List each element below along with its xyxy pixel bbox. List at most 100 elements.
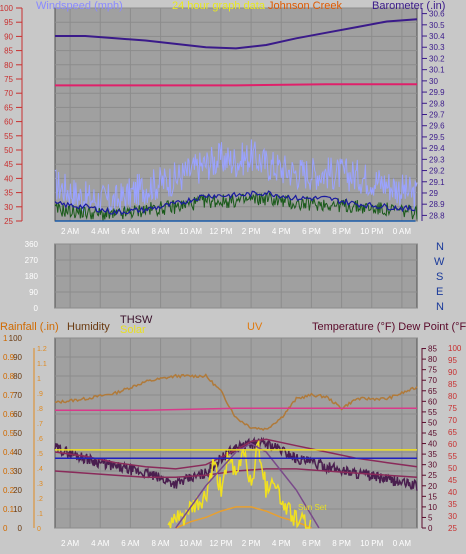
panel1-series-line-0 [55, 18, 418, 50]
panel3-time-tick-label: 2 AM [61, 539, 80, 548]
temperature-tick-label: 35 [428, 450, 437, 459]
panel3-ticks: 010203040506070809010000.10.20.30.40.50.… [3, 334, 462, 548]
station-name: Johnson Creek [268, 0, 342, 12]
panel1-time-tick-label: 2 PM [242, 227, 261, 236]
uv-label: UV [247, 321, 263, 333]
humidity-tick-label: 10 [13, 505, 22, 514]
uv-tick-label: .4 [37, 466, 43, 473]
panel1-time-tick-label: 4 PM [272, 227, 291, 236]
windspeed-tick-label: 65 [4, 103, 13, 112]
dewpoint-tick-label: 65 [448, 428, 457, 437]
direction-tick-label: 270 [25, 256, 39, 265]
dewpoint-tick-label: 90 [448, 368, 457, 377]
compass-label-n-top: N [436, 241, 444, 253]
panel1-time-tick-label: 4 AM [91, 227, 110, 236]
direction-tick-label: 90 [29, 288, 38, 297]
panel1-series-line-4 [54, 190, 416, 216]
panel1-series-line-3 [54, 192, 418, 221]
direction-tick-label: 0 [34, 304, 39, 313]
dewpoint-tick-label: 80 [448, 392, 457, 401]
windspeed-tick-label: 75 [4, 75, 13, 84]
temperature-tick-label: 55 [428, 408, 437, 417]
windspeed-tick-label: 50 [4, 146, 13, 155]
temperature-tick-label: 25 [428, 471, 437, 480]
panel3-series [54, 373, 418, 529]
dewpoint-tick-label: 85 [448, 380, 457, 389]
temperature-dewpoint-label: Temperature (°F) Dew Point (°F) [312, 321, 466, 333]
panel3-grid [55, 337, 417, 529]
panel3-time-tick-label: 10 PM [360, 539, 383, 548]
windspeed-tick-label: 70 [4, 89, 13, 98]
rainfall-tick-label: 0.6 [3, 410, 15, 419]
panel3-series-line-7 [175, 442, 320, 529]
humidity-tick-label: 90 [13, 353, 22, 362]
windspeed-tick-label: 60 [4, 118, 13, 127]
temperature-tick-label: 10 [428, 503, 437, 512]
uv-tick-label: .2 [37, 496, 43, 503]
barometer-tick-label: 28.8 [429, 211, 445, 220]
compass-label-n-bottom: N [436, 301, 444, 313]
windspeed-axis-label: Windspeed (mph) [36, 0, 123, 12]
barometer-axis-label: Barometer (.in) [372, 0, 445, 12]
rainfall-tick-label: 0.8 [3, 372, 15, 381]
rainfall-tick-label: 0.2 [3, 486, 15, 495]
uv-tick-label: .5 [37, 451, 43, 458]
panel1-time-tick-label: 10 PM [360, 227, 383, 236]
dewpoint-tick-label: 60 [448, 440, 457, 449]
uv-tick-label: .8 [37, 406, 43, 413]
dewpoint-tick-label: 95 [448, 356, 457, 365]
uv-tick-label: .6 [37, 436, 43, 443]
humidity-tick-label: 80 [13, 372, 22, 381]
direction-tick-label: 360 [25, 240, 39, 249]
temperature-tick-label: 0 [428, 524, 433, 533]
temperature-tick-label: 80 [428, 355, 437, 364]
uv-tick-label: 1.1 [37, 361, 47, 368]
windspeed-tick-label: 100 [0, 4, 14, 13]
rainfall-tick-label: 1 [3, 334, 8, 343]
barometer-tick-label: 29.3 [429, 155, 445, 164]
temperature-tick-label: 20 [428, 482, 437, 491]
dewpoint-tick-label: 40 [448, 488, 457, 497]
temperature-tick-label: 75 [428, 366, 437, 375]
dewpoint-tick-label: 30 [448, 512, 457, 521]
panel1-time-tick-label: 6 AM [121, 227, 140, 236]
rainfall-tick-label: 0.7 [3, 391, 15, 400]
panel3-time-tick-label: 10 AM [179, 539, 202, 548]
panel1-time-tick-label: 2 AM [61, 227, 80, 236]
panel3-time-tick-label: 4 PM [272, 539, 291, 548]
uv-tick-label: .9 [37, 391, 43, 398]
temperature-tick-label: 50 [428, 418, 437, 427]
windspeed-tick-label: 95 [4, 18, 13, 27]
panel1-time-tick-label: 6 PM [302, 227, 321, 236]
compass-label-s: S [436, 271, 443, 283]
panel3-series-line-2 [54, 436, 418, 491]
windspeed-tick-label: 35 [4, 189, 13, 198]
chart-title: 24 hour graph data [172, 0, 266, 12]
barometer-tick-label: 29 [429, 189, 438, 198]
sun-set-label: Sun Set [298, 503, 327, 512]
panel2-grid [55, 243, 417, 309]
panel1-series-line-2 [54, 139, 418, 215]
compass-label-e: E [436, 286, 443, 298]
temperature-tick-label: 70 [428, 376, 437, 385]
direction-tick-label: 180 [25, 272, 39, 281]
panel1-time-tick-label: 8 AM [151, 227, 170, 236]
barometer-tick-label: 30.1 [429, 66, 445, 75]
barometer-tick-label: 30.3 [429, 43, 445, 52]
uv-tick-label: .3 [37, 481, 43, 488]
humidity-tick-label: 20 [13, 486, 22, 495]
temperature-tick-label: 15 [428, 492, 437, 501]
dewpoint-tick-label: 55 [448, 452, 457, 461]
panel1-time-tick-label: 0 AM [393, 227, 412, 236]
windspeed-tick-label: 40 [4, 174, 13, 183]
windspeed-tick-label: 25 [4, 217, 13, 226]
dewpoint-tick-label: 75 [448, 404, 457, 413]
temperature-tick-label: 40 [428, 440, 437, 449]
uv-tick-label: 1.2 [37, 346, 47, 353]
humidity-tick-label: 70 [13, 391, 22, 400]
windspeed-tick-label: 55 [4, 132, 13, 141]
panel1-series-line-1 [55, 83, 417, 87]
panel1-ticks: 25 30 35 40 45 50 55 60 65 70 75 80 85 90 95 100 28.8 28.… [0, 4, 445, 236]
panel3-time-tick-label: 8 PM [332, 539, 351, 548]
